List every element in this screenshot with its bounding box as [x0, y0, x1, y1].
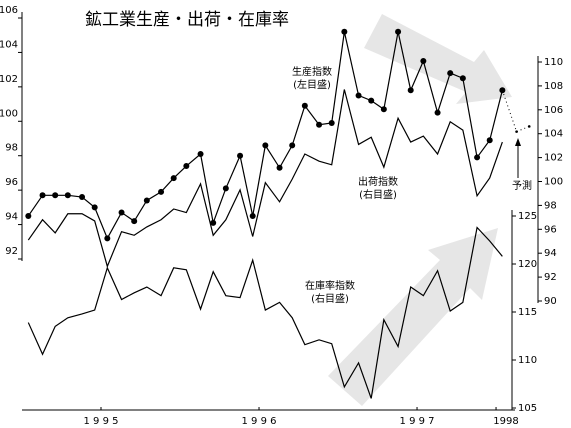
series-marker: [262, 142, 269, 149]
chart-title: 鉱工業生産・出荷・在庫率: [85, 10, 289, 30]
series-line: [27, 89, 503, 269]
series-marker: [183, 163, 190, 170]
series-marker: [368, 97, 375, 104]
y-tick-label: 106: [0, 5, 18, 16]
y-tick-label: 104: [544, 129, 563, 140]
series-label: 出荷指数(右目盛): [358, 175, 398, 201]
y-tick-label: 115: [518, 307, 537, 318]
series-label: 在庫率指数(右目盛): [305, 279, 355, 305]
series-marker: [143, 197, 150, 204]
series-marker: [447, 70, 454, 77]
series-marker: [79, 194, 86, 201]
series-marker: [301, 102, 308, 109]
series-marker: [420, 58, 427, 65]
series-marker: [52, 192, 59, 199]
y-tick-label: 110: [544, 57, 563, 68]
y-tick-label: 96: [544, 224, 557, 235]
series-marker: [355, 92, 362, 99]
forecast-label: 予測: [512, 179, 532, 192]
series-marker: [91, 204, 98, 211]
y-tick-label: 108: [544, 81, 563, 92]
y-tick-label: 106: [544, 105, 563, 116]
y-tick-label: 98: [544, 200, 557, 211]
series-label: 生産指数(左目盛): [292, 65, 332, 91]
series-marker: [434, 109, 441, 116]
series-marker: [474, 154, 481, 161]
y-tick-label: 100: [0, 108, 18, 119]
series-marker: [459, 75, 466, 82]
series-marker: [289, 142, 296, 149]
series-marker: [104, 235, 111, 242]
series-marker: [380, 106, 387, 113]
y-tick-label: 94: [5, 212, 18, 223]
y-tick-label: 125: [518, 211, 537, 222]
y-tick-label: 96: [5, 177, 18, 188]
forecast-point: [515, 130, 518, 133]
series-marker: [25, 212, 32, 219]
y-tick-label: 110: [518, 355, 537, 366]
y-tick-label: 100: [544, 177, 563, 188]
series-marker: [222, 185, 229, 192]
forecast-arrowhead: [515, 138, 521, 146]
y-tick-label: 94: [544, 248, 557, 259]
y-tick-label: 98: [5, 143, 18, 154]
x-tick-label: 1998: [493, 416, 518, 427]
y-tick-label: 92: [544, 272, 557, 283]
series-marker: [276, 164, 283, 171]
trend-arrow-lower: [328, 228, 498, 406]
y-tick-label: 102: [0, 74, 18, 85]
y-tick-label: 102: [544, 153, 563, 164]
x-tick-label: 1 9 9 5: [84, 416, 119, 427]
series-marker: [158, 188, 165, 195]
y-tick-label: 105: [518, 403, 537, 414]
series-line: [27, 226, 503, 399]
series-marker: [341, 28, 348, 35]
x-tick-label: 1 9 9 7: [400, 416, 435, 427]
series-marker: [407, 87, 414, 94]
y-tick-label: 90: [544, 296, 557, 307]
y-tick-label: 120: [518, 259, 537, 270]
series-marker: [197, 150, 204, 157]
series-marker: [486, 137, 493, 144]
series-marker: [131, 218, 138, 225]
x-tick-label: 1 9 9 6: [242, 416, 277, 427]
series-marker: [64, 192, 71, 199]
series-marker: [170, 175, 177, 182]
y-tick-label: 92: [5, 246, 18, 257]
series-marker: [210, 219, 217, 226]
forecast-point: [527, 125, 531, 128]
series-marker: [237, 152, 244, 159]
series-marker: [39, 192, 46, 199]
series-marker: [249, 212, 256, 219]
series-marker: [328, 120, 335, 127]
trend-arrow-upper: [364, 14, 512, 104]
series-marker: [316, 121, 323, 128]
series-marker: [118, 209, 125, 216]
y-tick-label: 104: [0, 39, 18, 50]
forecast-line: [501, 90, 530, 133]
series-marker: [395, 28, 402, 35]
